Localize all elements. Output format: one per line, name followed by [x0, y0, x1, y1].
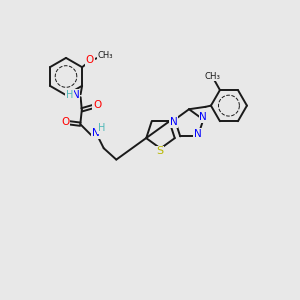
Text: S: S [156, 146, 164, 157]
Text: N: N [194, 129, 202, 139]
Text: O: O [61, 116, 69, 127]
Text: CH₃: CH₃ [98, 51, 113, 60]
Text: N: N [170, 117, 177, 127]
Text: N: N [72, 90, 80, 100]
Text: N: N [200, 112, 207, 122]
Text: CH₃: CH₃ [204, 72, 220, 81]
Text: N: N [92, 128, 100, 138]
Text: O: O [93, 100, 101, 110]
Text: H: H [66, 90, 73, 100]
Text: O: O [86, 55, 94, 65]
Text: H: H [98, 123, 105, 134]
